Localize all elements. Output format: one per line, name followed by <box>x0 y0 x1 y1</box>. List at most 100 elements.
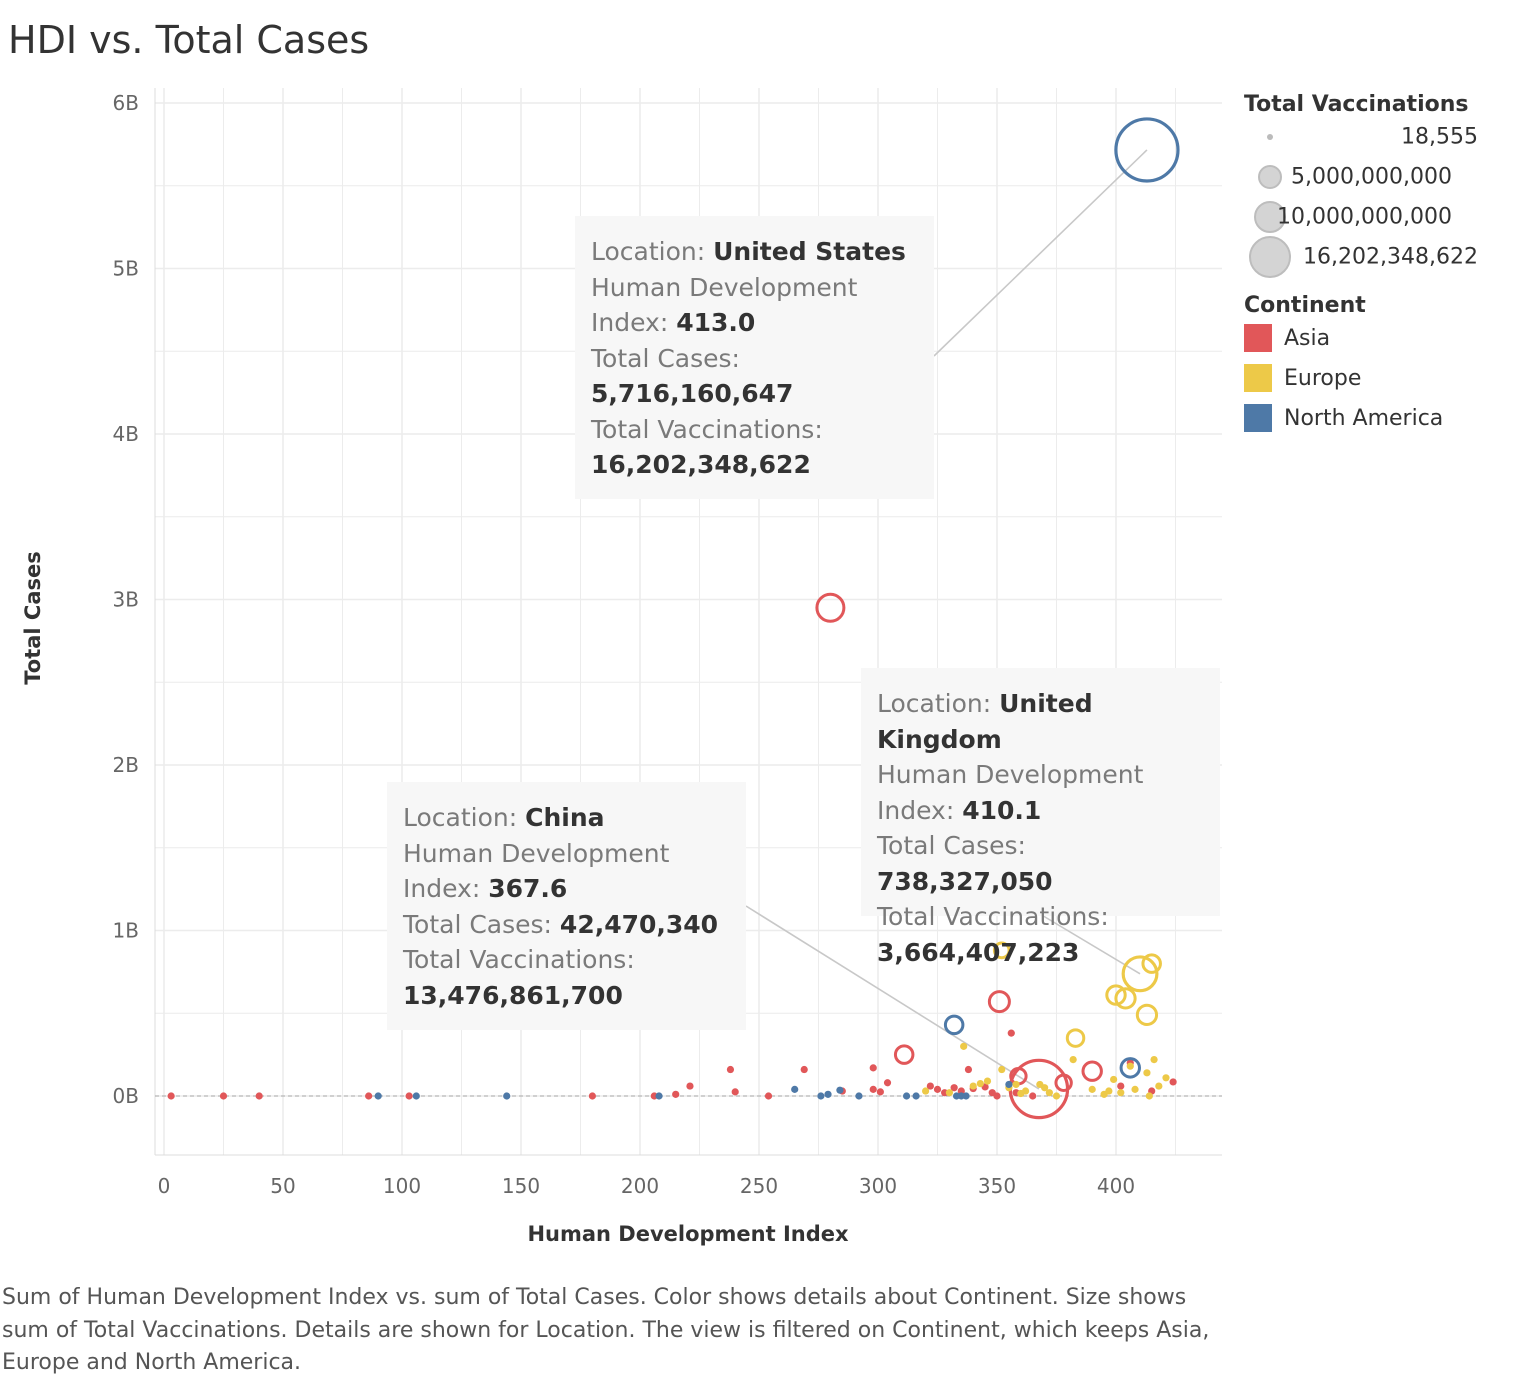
data-point-asia[interactable] <box>731 1088 739 1096</box>
data-point-north-america[interactable] <box>836 1086 844 1094</box>
size-legend-entry: 18,555 <box>1244 117 1514 157</box>
data-point-north-america[interactable] <box>902 1092 911 1100</box>
data-point-north-america[interactable] <box>817 1092 825 1100</box>
y-tick-label: 3B <box>113 588 139 612</box>
data-point-north-america[interactable] <box>412 1092 420 1100</box>
data-point-asia[interactable] <box>167 1092 175 1100</box>
data-point-europe[interactable] <box>1121 955 1159 993</box>
data-point-north-america[interactable] <box>1114 117 1180 183</box>
data-point-europe[interactable] <box>1155 1082 1163 1090</box>
size-legend-entry: 10,000,000,000 <box>1244 197 1514 237</box>
north-america-swatch <box>1244 404 1272 432</box>
data-point-asia[interactable] <box>987 990 1011 1014</box>
data-point-north-america[interactable] <box>791 1085 799 1093</box>
data-point-asia[interactable] <box>1117 1082 1125 1090</box>
data-point-europe[interactable] <box>1131 1085 1139 1093</box>
chart-caption: Sum of Human Development Index vs. sum o… <box>2 1285 1210 1375</box>
data-point-europe[interactable] <box>1021 1087 1030 1095</box>
data-point-asia[interactable] <box>926 1082 934 1090</box>
asia-swatch <box>1244 324 1272 352</box>
y-axis-title: Total Cases <box>21 551 45 685</box>
data-point-north-america[interactable] <box>503 1092 511 1100</box>
data-point-europe[interactable] <box>1135 1003 1159 1027</box>
data-point-europe[interactable] <box>1069 1055 1077 1064</box>
x-axis-title: Human Development Index <box>527 1222 849 1246</box>
data-point-europe[interactable] <box>969 1082 977 1090</box>
data-point-asia[interactable] <box>893 1044 915 1065</box>
data-point-europe[interactable] <box>1126 1062 1134 1070</box>
size-legend-circle <box>1254 201 1286 233</box>
data-point-asia[interactable] <box>1169 1078 1177 1086</box>
legend-item-europe[interactable]: Europe <box>1244 358 1514 398</box>
x-tick-label: 0 <box>158 1174 171 1198</box>
data-point-europe[interactable] <box>1141 953 1162 974</box>
data-point-asia[interactable] <box>869 1064 877 1072</box>
data-point-europe[interactable] <box>1117 1089 1125 1097</box>
data-point-asia[interactable] <box>686 1082 694 1090</box>
legend-item-asia[interactable]: Asia <box>1244 318 1514 358</box>
data-point-europe[interactable] <box>976 1079 984 1088</box>
data-point-europe[interactable] <box>945 1089 954 1097</box>
data-point-asia[interactable] <box>1081 1060 1103 1082</box>
data-point-north-america[interactable] <box>962 1092 970 1100</box>
x-tick-label: 200 <box>621 1174 659 1198</box>
data-point-europe[interactable] <box>922 1087 930 1095</box>
data-point-europe[interactable] <box>1105 1087 1113 1095</box>
data-point-europe[interactable] <box>1110 1075 1118 1084</box>
data-point-north-america[interactable] <box>374 1092 382 1100</box>
data-point-asia[interactable] <box>964 1065 973 1074</box>
data-point-europe[interactable] <box>1145 1092 1153 1100</box>
data-point-asia[interactable] <box>876 1088 884 1096</box>
data-point-asia[interactable] <box>869 1085 877 1093</box>
size-legend-entry: 16,202,348,622 <box>1244 236 1514 278</box>
data-point-north-america[interactable] <box>912 1092 920 1100</box>
x-tick-label: 400 <box>1097 1174 1135 1198</box>
data-point-asia[interactable] <box>365 1092 373 1100</box>
data-point-europe[interactable] <box>1114 987 1137 1010</box>
data-point-europe[interactable] <box>960 1042 968 1050</box>
data-point-europe[interactable] <box>1150 1055 1158 1064</box>
data-point-asia[interactable] <box>800 1065 808 1074</box>
x-tick-label: 150 <box>502 1174 540 1198</box>
data-point-europe[interactable] <box>1052 1092 1061 1100</box>
data-point-asia[interactable] <box>672 1090 680 1098</box>
data-point-asia[interactable] <box>764 1092 773 1100</box>
data-point-europe[interactable] <box>1105 984 1127 1006</box>
data-point-europe[interactable] <box>1143 1069 1151 1077</box>
data-point-europe[interactable] <box>1065 1028 1086 1048</box>
data-point-asia[interactable] <box>588 1092 597 1100</box>
data-point-europe[interactable] <box>1012 1080 1020 1089</box>
data-point-north-america[interactable] <box>824 1090 832 1098</box>
data-point-europe[interactable] <box>998 1065 1006 1074</box>
data-point-asia[interactable] <box>815 592 846 623</box>
data-point-asia[interactable] <box>957 1087 965 1095</box>
data-point-asia[interactable] <box>950 1084 958 1092</box>
data-point-north-america[interactable] <box>855 1092 863 1100</box>
data-point-europe[interactable] <box>1045 1089 1053 1097</box>
data-point-asia[interactable] <box>726 1065 735 1074</box>
data-point-asia[interactable] <box>255 1092 263 1100</box>
data-point-asia[interactable] <box>219 1092 228 1100</box>
data-point-north-america[interactable] <box>1119 1057 1141 1079</box>
data-point-europe[interactable] <box>992 941 1011 960</box>
data-point-north-america[interactable] <box>1005 1080 1013 1089</box>
data-point-asia[interactable] <box>993 1092 1001 1100</box>
size-legend-circle <box>1267 134 1273 140</box>
data-point-europe[interactable] <box>1088 1085 1096 1093</box>
size-legend-label: 5,000,000,000 <box>1291 164 1452 190</box>
data-point-asia[interactable] <box>1029 1092 1037 1100</box>
data-point-north-america[interactable] <box>655 1092 663 1100</box>
data-point-europe[interactable] <box>1162 1074 1170 1082</box>
data-point-asia[interactable] <box>1054 1073 1073 1092</box>
data-point-north-america[interactable] <box>943 1014 965 1036</box>
legend-item-north-america[interactable]: North America <box>1244 398 1514 438</box>
data-point-asia[interactable] <box>1007 1029 1015 1037</box>
color-legend-title: Continent <box>1244 293 1366 318</box>
data-point-asia[interactable] <box>933 1085 942 1093</box>
data-point-asia[interactable] <box>883 1079 892 1087</box>
x-tick-label: 300 <box>859 1174 897 1198</box>
data-point-europe[interactable] <box>1041 1084 1049 1092</box>
data-point-asia[interactable] <box>405 1092 413 1100</box>
data-point-europe[interactable] <box>983 1077 992 1085</box>
data-points[interactable] <box>167 117 1180 1120</box>
